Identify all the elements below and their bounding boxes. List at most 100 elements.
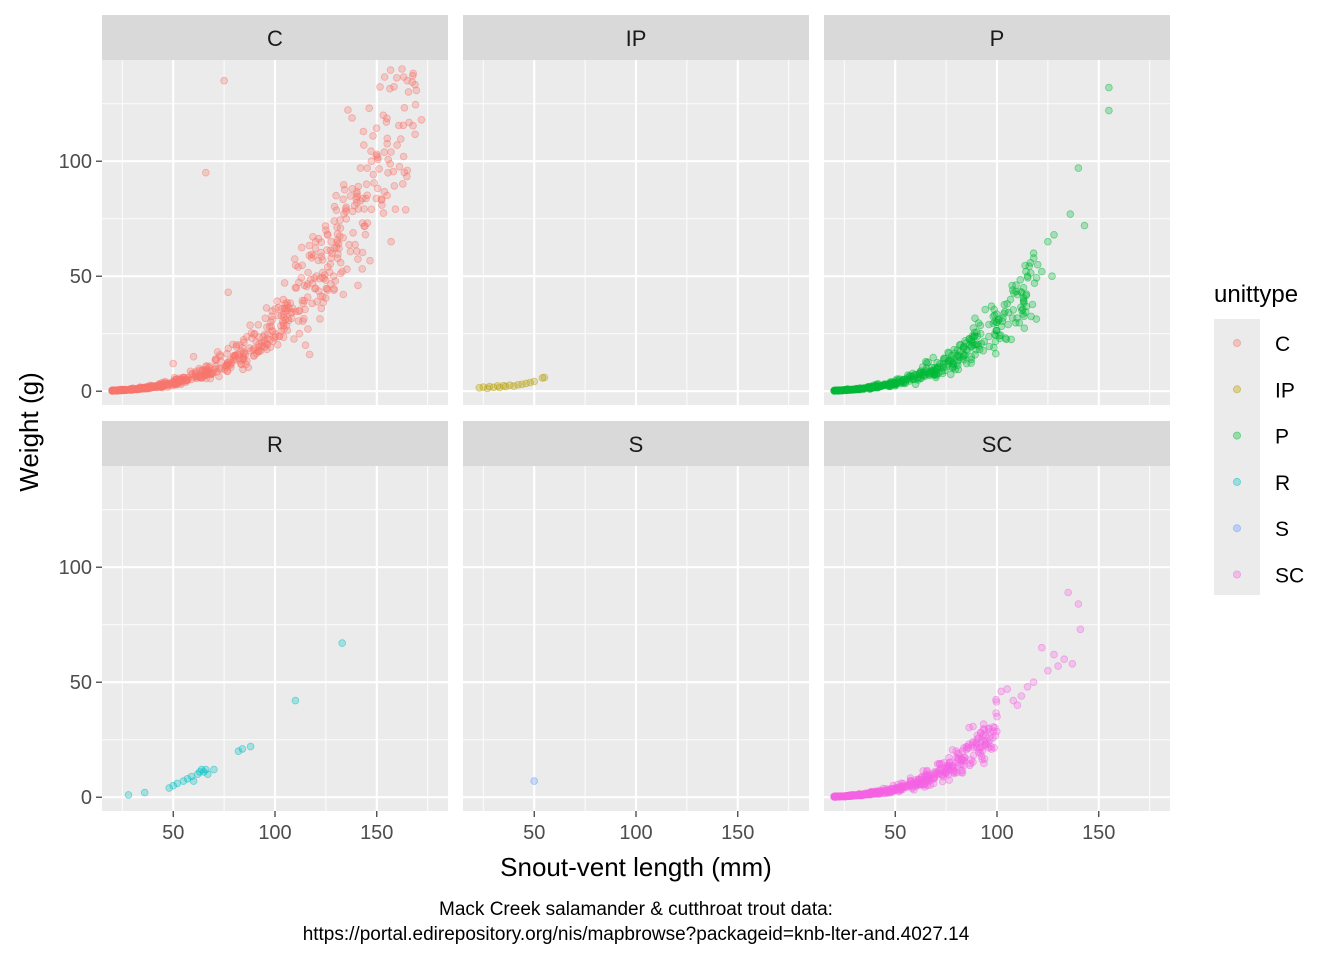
data-point	[991, 349, 1000, 358]
data-point	[383, 140, 392, 148]
data-point	[213, 348, 222, 356]
data-point	[924, 358, 932, 367]
x-tick-label: 150	[360, 822, 393, 844]
data-point	[981, 305, 989, 314]
data-point	[1029, 678, 1038, 686]
points-sc	[830, 588, 1085, 801]
data-point	[1080, 221, 1089, 230]
y-tick-label: 0	[81, 787, 92, 809]
facet-strip-c	[102, 15, 448, 60]
x-tick-label: 150	[1082, 822, 1115, 844]
data-point	[254, 320, 263, 329]
data-point	[952, 747, 961, 755]
data-point	[382, 118, 391, 126]
data-point	[1038, 267, 1046, 276]
data-point	[280, 279, 289, 287]
facet-strip-ip	[463, 15, 809, 60]
legend-entries: C IP PRS SC	[1233, 333, 1304, 588]
data-point	[369, 170, 378, 179]
data-point	[1019, 310, 1027, 318]
x-axis-title: Snout-vent length (mm)	[500, 852, 772, 882]
data-point	[954, 754, 962, 762]
data-point	[859, 384, 868, 393]
data-point	[275, 332, 284, 340]
data-point	[838, 386, 847, 395]
data-point	[342, 203, 351, 212]
data-point	[346, 192, 355, 200]
data-point	[501, 382, 510, 391]
data-point	[411, 100, 420, 109]
data-point	[234, 350, 243, 359]
data-point	[991, 337, 1000, 346]
data-point	[1032, 273, 1041, 282]
data-point	[290, 335, 298, 343]
data-point	[246, 742, 255, 751]
data-point	[333, 238, 341, 247]
data-point	[384, 155, 393, 164]
legend-key	[1233, 431, 1242, 440]
data-point	[923, 767, 931, 776]
data-point	[367, 157, 376, 166]
data-point	[304, 325, 312, 333]
legend-entry-ip: IP	[1233, 379, 1295, 402]
data-point	[232, 342, 241, 351]
data-point	[308, 299, 316, 308]
data-point	[317, 252, 326, 261]
data-point	[530, 777, 538, 785]
data-point	[953, 761, 962, 770]
data-point	[403, 166, 412, 175]
data-point	[279, 295, 288, 304]
data-point	[401, 206, 410, 214]
data-point	[945, 753, 953, 762]
data-point	[327, 238, 336, 246]
data-point	[945, 349, 953, 358]
data-point	[1105, 83, 1113, 92]
legend-key	[1233, 385, 1242, 394]
data-point	[392, 74, 401, 82]
data-point	[894, 787, 903, 796]
data-point	[277, 321, 285, 330]
data-point	[262, 345, 271, 354]
data-point	[958, 747, 967, 755]
data-point	[1048, 272, 1056, 281]
points-c	[108, 65, 426, 395]
data-point	[938, 777, 947, 786]
data-point	[188, 369, 196, 378]
data-point	[913, 778, 922, 786]
legend-key-background	[1214, 319, 1260, 595]
data-point	[365, 104, 374, 112]
data-point	[224, 288, 233, 297]
data-point	[980, 742, 989, 750]
data-point	[881, 786, 890, 795]
data-point	[320, 271, 329, 279]
data-point	[1020, 324, 1029, 333]
data-point	[211, 362, 220, 371]
data-point	[1004, 320, 1012, 329]
data-point	[1060, 655, 1068, 663]
data-point	[933, 760, 942, 768]
x-tick-label: 100	[619, 822, 652, 844]
data-point	[330, 217, 339, 225]
legend-label: IP	[1275, 379, 1295, 402]
data-point	[959, 343, 968, 351]
data-point	[1076, 625, 1085, 634]
data-point	[307, 253, 316, 262]
caption-line-1: Mack Creek salamander & cutthroat trout …	[439, 899, 833, 920]
data-point	[372, 194, 381, 203]
data-point	[951, 349, 959, 358]
data-point	[990, 305, 998, 314]
data-point	[940, 758, 948, 767]
data-point	[540, 373, 549, 382]
data-point	[169, 378, 178, 386]
data-point	[965, 723, 973, 732]
data-point	[250, 329, 259, 338]
data-point	[140, 788, 149, 797]
data-point	[301, 341, 310, 350]
legend-key	[1233, 570, 1242, 579]
data-point	[936, 769, 944, 778]
data-point	[359, 127, 368, 136]
legend-label: P	[1275, 426, 1289, 449]
data-point	[398, 180, 407, 188]
legend-entry-s: S	[1233, 518, 1289, 541]
data-point	[330, 286, 338, 294]
